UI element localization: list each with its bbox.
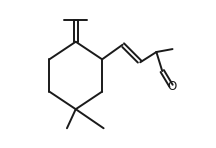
Text: O: O: [167, 80, 176, 93]
